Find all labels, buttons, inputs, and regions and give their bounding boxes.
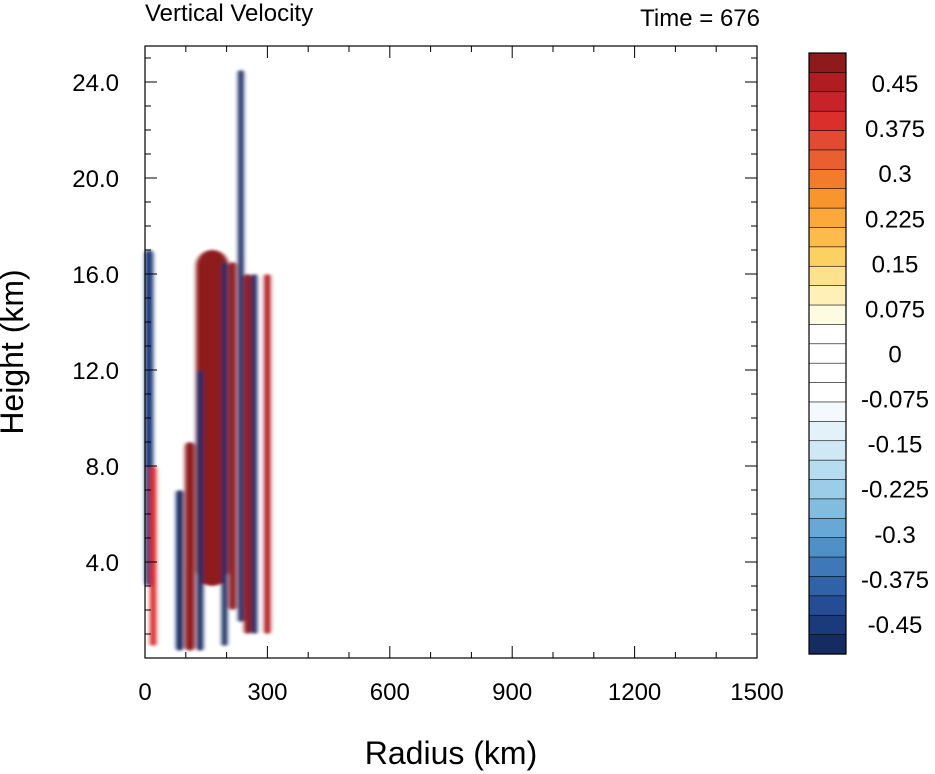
colorbar-swatch [808,246,847,267]
x-tick-label: 1500 [730,679,783,706]
colorbar-swatch [808,72,847,93]
colorbar-tick-labels: 0.45 0.375 0.3 0.225 0.15 0.075 0 -0.075 -0.15 -0… [861,71,929,639]
colorbar-swatch [808,479,847,500]
colorbar-tick-label: 0.3 [878,161,911,188]
colorbar-frame [808,52,847,655]
colorbar-swatch [808,595,847,616]
y-axis-label: Height (km) [0,269,30,434]
x-tick-label: 0 [138,679,151,706]
axis-ticks [144,46,758,658]
x-tick-label: 300 [247,679,287,706]
x-tick-label: 1200 [608,679,661,706]
x-tick-label: 900 [492,679,532,706]
colorbar-swatch [808,459,847,481]
colorbar-swatch [808,440,847,461]
heatmap-field [145,70,271,651]
heatmap-cells [145,70,271,651]
colorbar-swatch [808,421,847,442]
x-tick-label: 600 [370,679,410,706]
colorbar-swatch [808,207,847,229]
colorbar [808,52,847,655]
y-tick-label: 4.0 [86,550,119,577]
colorbar-swatch [808,130,847,151]
plot-frame [144,45,758,659]
colorbar-tick-label: 0.375 [865,116,925,143]
chart-title: Vertical Velocity [145,0,313,27]
colorbar-tick-label: 0 [888,342,901,369]
colorbar-tick-label: 0.15 [872,251,919,278]
colorbar-swatch [808,304,847,326]
colorbar-tick-label: -0.225 [861,477,929,504]
y-tick-label: 24.0 [72,70,119,97]
colorbar-swatch [808,576,847,597]
downdraft-cell-2 [176,490,184,651]
colorbar-swatch [808,188,847,209]
colorbar-tick-label: 0.225 [865,206,925,233]
downdraft-cell-6 [238,70,244,622]
y-tick-label: 20.0 [72,166,119,193]
colorbar-tick-label: -0.3 [874,522,915,549]
colorbar-swatch [808,265,847,287]
updraft-cell-11 [149,466,157,646]
colorbar-swatch [808,382,847,403]
colorbar-tick-label: -0.45 [868,612,923,639]
updraft-cell-9 [264,274,271,634]
colorbar-tick-label: -0.075 [861,387,929,414]
colorbar-swatch [808,227,847,248]
colorbar-tick-label: -0.15 [868,432,923,459]
colorbar-swatch [808,324,847,345]
y-tick-label: 8.0 [86,454,119,481]
chart-subtitle: Time = 676 [640,5,760,32]
colorbar-swatch [808,517,847,539]
colorbar-swatch [808,285,847,306]
colorbar-swatch [808,401,847,422]
colorbar-swatch [808,362,847,384]
downdraft-cell-4 [221,262,228,646]
downdraft-cell-8 [251,274,258,634]
colorbar-swatch [808,110,847,132]
y-tick-label: 16.0 [72,262,119,289]
colorbar-tick-label: -0.375 [861,567,929,594]
updraft-cell-5 [229,262,237,610]
colorbar-swatch [808,343,847,364]
plot-background [145,46,757,658]
y-tick-labels: 4.0 8.0 12.0 16.0 20.0 24.0 [72,70,119,577]
updraft-cell-7 [244,274,252,634]
updraft-cell-0 [196,250,229,586]
colorbar-swatch [808,169,847,190]
updraft-cell-1 [185,442,195,651]
colorbar-swatch [808,556,847,578]
x-axis-label: Radius (km) [365,735,537,771]
colorbar-tick-label: 0.45 [872,71,919,98]
colorbar-swatch [808,149,847,170]
colorbar-swatch [808,614,847,636]
y-tick-label: 12.0 [72,358,119,385]
colorbar-swatch [808,498,847,519]
colorbar-swatch [808,91,847,112]
colorbar-tick-label: 0.075 [865,296,925,323]
x-tick-labels: 0 300 600 900 1200 1500 [138,679,783,706]
colorbar-swatch [808,52,847,73]
downdraft-cell-3 [196,370,204,651]
colorbar-swatch [808,634,847,655]
plot-area [144,45,758,659]
colorbar-swatch [808,537,847,558]
